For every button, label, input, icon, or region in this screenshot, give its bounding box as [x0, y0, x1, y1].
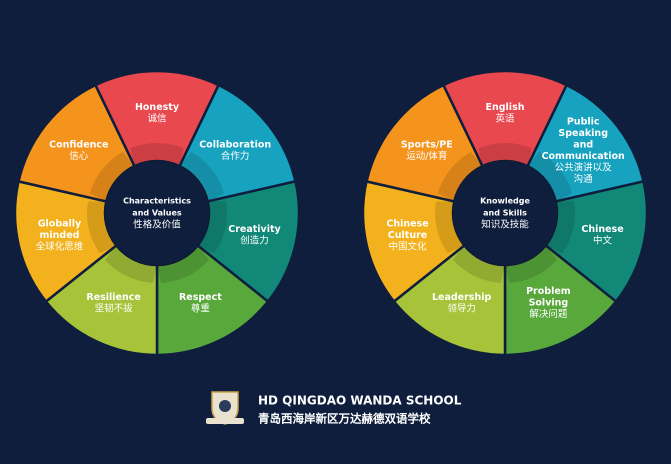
- segment-inner: [545, 201, 575, 254]
- segment-label-zh: 沟通: [574, 173, 594, 185]
- segment-label: Speaking: [558, 128, 608, 139]
- center-label: 性格及价值: [133, 219, 181, 231]
- segment-label-zh: 解决问题: [529, 308, 568, 320]
- segment-label-zh: 中文: [593, 235, 613, 247]
- segment-label: Resilience: [86, 292, 140, 303]
- crest: [206, 391, 244, 425]
- segment-label: Solving: [529, 298, 569, 309]
- segment-label-zh: 创造力: [240, 235, 269, 247]
- segment-label-zh: 运动/体育: [406, 150, 447, 162]
- segment-label: Creativity: [228, 224, 281, 235]
- segment-label-zh: 公共演讲以及: [555, 161, 613, 173]
- segment: [195, 179, 301, 304]
- school-name: HD QINGDAO WANDA SCHOOL: [258, 394, 462, 408]
- segment-label-zh: 信心: [69, 150, 89, 162]
- center-disc: [455, 163, 555, 263]
- segment: [543, 179, 649, 304]
- segment-inner: [505, 245, 558, 283]
- segment-inner: [104, 245, 157, 283]
- segment-inner: [527, 151, 573, 202]
- segment-label: Confidence: [49, 139, 108, 150]
- segment: [503, 243, 618, 357]
- segment-label: Culture: [388, 230, 427, 241]
- segment: [155, 243, 270, 357]
- segment-inner: [434, 201, 465, 254]
- segment: [44, 243, 159, 357]
- segment-inner: [89, 151, 135, 202]
- segment-label-zh: 英语: [495, 112, 515, 124]
- segment: [441, 69, 569, 168]
- segment: [525, 83, 645, 203]
- segment-inner: [478, 143, 532, 167]
- segment-label: Problem: [526, 286, 571, 297]
- segment-inner: [197, 201, 227, 254]
- segment-label: minded: [40, 230, 80, 241]
- segment: [17, 83, 137, 203]
- segment-label: Globally: [38, 218, 82, 229]
- segment: [392, 243, 507, 357]
- segment-inner: [157, 245, 210, 283]
- segment-label: and: [573, 139, 593, 150]
- segment-inner: [437, 151, 483, 202]
- segment: [177, 83, 297, 203]
- center-label: Knowledge: [480, 197, 530, 206]
- school-name-zh: 青岛西海岸新区万达赫德双语学校: [258, 412, 431, 426]
- segment: [13, 179, 119, 304]
- segment-label-zh: 坚韧不拔: [95, 302, 134, 314]
- segment-inner: [87, 201, 117, 254]
- segment-inner: [452, 245, 505, 283]
- segment-label: Collaboration: [199, 139, 271, 150]
- segment-label-zh: 中国文化: [388, 240, 427, 252]
- segment-label: Chinese: [386, 218, 428, 229]
- segment-label: Respect: [179, 292, 222, 303]
- segment-label-zh: 诚信: [147, 112, 166, 124]
- segment-label: Leadership: [432, 292, 492, 303]
- center-label: 知识及技能: [481, 219, 529, 231]
- center-label: and Skills: [483, 209, 527, 218]
- segment-label: English: [486, 102, 525, 113]
- segment: [93, 69, 221, 168]
- segment-label-zh: 全球化思维: [36, 240, 84, 252]
- segment-label: Public: [567, 116, 600, 127]
- segment: [361, 179, 467, 304]
- segment-label: Chinese: [581, 224, 623, 235]
- segment-label: Communication: [542, 151, 625, 162]
- segment-label-zh: 合作力: [221, 150, 250, 162]
- segment: [365, 83, 485, 203]
- segment-label: Sports/PE: [401, 139, 453, 150]
- segment-inner: [179, 151, 225, 202]
- center-disc: [107, 163, 207, 263]
- segment-label-zh: 尊重: [191, 302, 211, 314]
- center-label: Characteristics: [123, 197, 191, 206]
- segment-label: Honesty: [135, 102, 180, 113]
- segment-inner: [130, 142, 184, 167]
- center-label: and Values: [132, 209, 182, 218]
- segment-label-zh: 领导力: [447, 302, 476, 314]
